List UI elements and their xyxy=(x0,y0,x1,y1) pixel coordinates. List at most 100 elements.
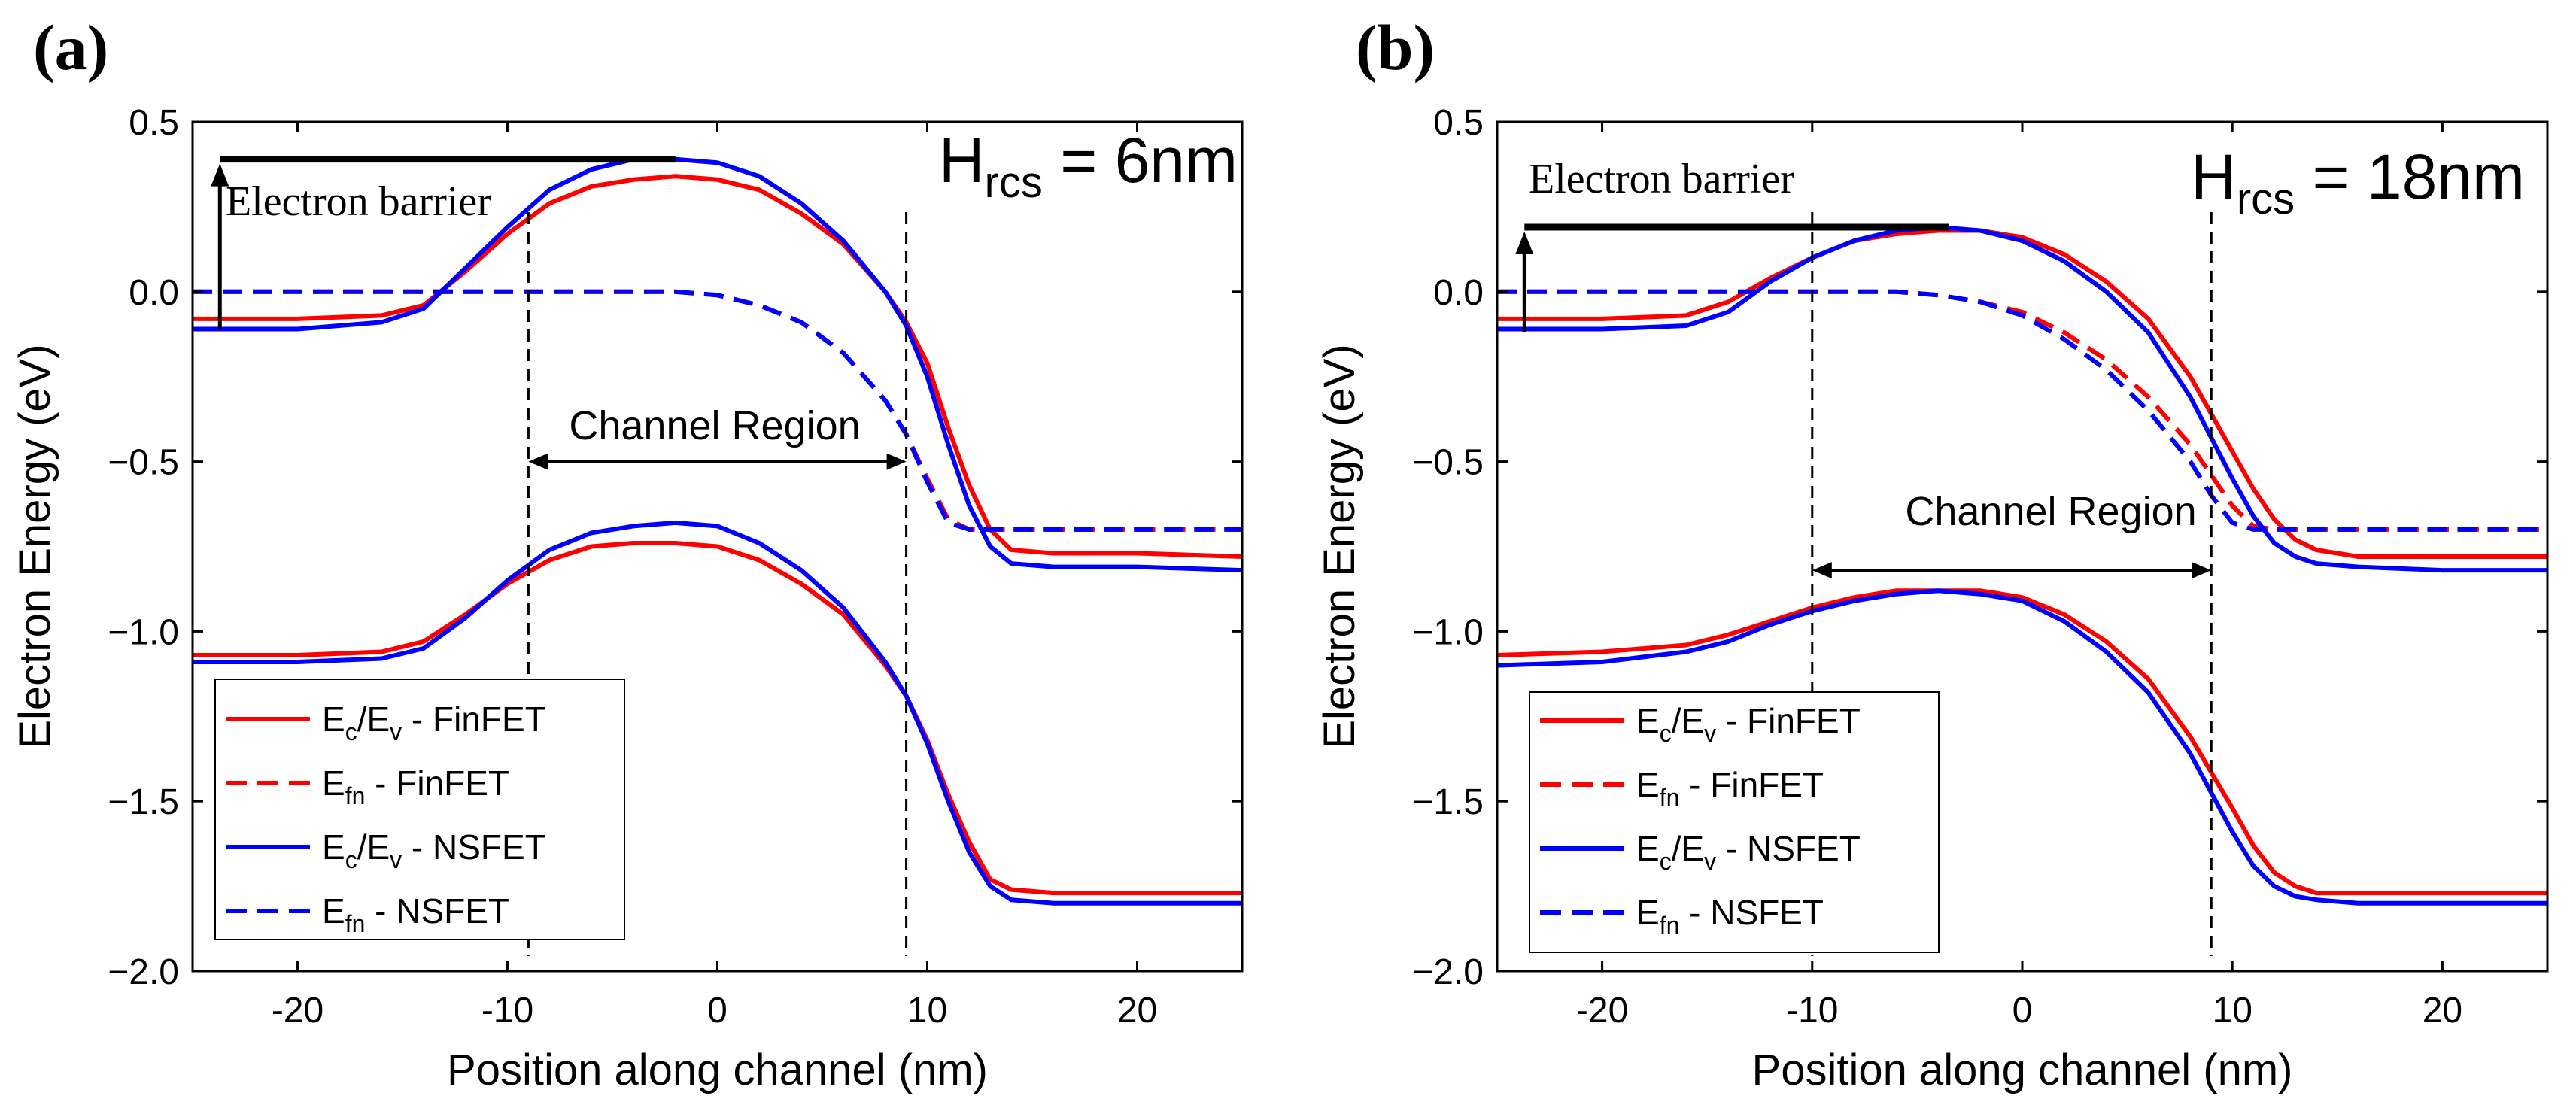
y-axis-title: Electron Energy (eV) xyxy=(11,344,59,748)
legend-box xyxy=(1529,691,1940,953)
y-tick-label: 0.0 xyxy=(129,273,179,313)
legend-entry: Efn - FinFET xyxy=(1636,765,1824,811)
x-tick-label: -20 xyxy=(1576,991,1628,1031)
legend-main: E xyxy=(322,700,345,739)
y-axis-title: Electron Energy (eV) xyxy=(1315,344,1364,748)
legend-sub: fn xyxy=(345,782,366,809)
electron-barrier-arrowhead xyxy=(1515,231,1534,254)
legend-entry: Ec/Ev - NSFET xyxy=(1636,829,1861,875)
y-tick-label: −0.5 xyxy=(108,443,179,483)
legend-rest: - FinFET xyxy=(365,764,509,803)
legend-mid: /E xyxy=(357,827,390,867)
legend-rest: - NSFET xyxy=(402,827,546,867)
legend-rest: - FinFET xyxy=(402,700,546,739)
chart-panel-1: (a) Channel Region Electron barrier Hrcs = … xyxy=(11,11,1244,1094)
channel-region-label: Channel Region xyxy=(569,403,860,448)
series-line-ev-finfet xyxy=(1497,588,2547,896)
x-tick-label: 20 xyxy=(2423,991,2462,1031)
x-tick-label: 0 xyxy=(2012,991,2033,1031)
channel-region-arrowhead-left xyxy=(528,453,548,470)
legend-box xyxy=(214,679,625,940)
x-tick-label: -10 xyxy=(1786,991,1838,1031)
panel-label: (a) xyxy=(33,11,108,83)
series-line-ec-finfet xyxy=(1497,228,2547,559)
hrcs-rest: = 6nm xyxy=(1043,125,1238,196)
y-tick-label: −1.0 xyxy=(108,612,179,652)
y-tick-label: −0.5 xyxy=(1412,443,1484,483)
legend-sub: v xyxy=(1704,848,1716,875)
channel-region-arrowhead-left xyxy=(1812,562,1832,579)
electron-barrier-label: Electron barrier xyxy=(226,178,491,225)
x-tick-label: -20 xyxy=(272,991,324,1031)
legend-sub: c xyxy=(345,846,357,873)
y-tick-label: 0.5 xyxy=(129,103,179,143)
hrcs-main: H xyxy=(939,125,985,196)
x-tick-label: 10 xyxy=(2213,991,2252,1031)
legend-sub: v xyxy=(390,846,402,873)
series-line-ev-finfet xyxy=(193,541,1242,896)
legend-rest: - FinFET xyxy=(1716,701,1861,740)
y-tick-label: −1.5 xyxy=(108,782,179,822)
panel-label: (b) xyxy=(1356,11,1435,83)
legend-sub: v xyxy=(1704,720,1716,747)
hrcs-main: H xyxy=(2191,141,2237,212)
hrcs-subscript: rcs xyxy=(985,158,1043,207)
x-axis-title: Position along channel (nm) xyxy=(447,1046,988,1094)
legend-rest: - NSFET xyxy=(1716,829,1861,868)
legend-sub: c xyxy=(1660,848,1672,875)
hrcs-annotation: Hrcs = 6nm xyxy=(939,125,1238,207)
y-tick-label: −2.0 xyxy=(108,952,179,992)
legend-mid: /E xyxy=(1672,701,1704,740)
y-tick-label: −2.0 xyxy=(1412,952,1484,992)
legend-entry: Ec/Ev - FinFET xyxy=(322,700,546,745)
x-tick-label: 0 xyxy=(707,991,728,1031)
hrcs-subscript: rcs xyxy=(2237,175,2295,223)
legend-rest: - NSFET xyxy=(1679,893,1824,932)
series-line-ev-nsfet xyxy=(1497,588,2547,906)
y-tick-label: −1.5 xyxy=(1412,782,1484,822)
series-line-ev-nsfet xyxy=(193,520,1242,906)
channel-region-arrowhead-right xyxy=(886,453,907,470)
channel-region-arrowhead-right xyxy=(2192,562,2212,579)
data-series-group xyxy=(193,156,1242,906)
hrcs-annotation: Hrcs = 18nm xyxy=(2191,141,2525,223)
legend-sub: c xyxy=(1660,720,1672,747)
chart-panel-2: (b) Channel Region Electron barrier Hrcs = … xyxy=(1315,11,2549,1094)
legend-sub: fn xyxy=(345,910,366,937)
electron-barrier-arrowhead xyxy=(211,163,229,187)
legend-rest: - FinFET xyxy=(1679,765,1824,804)
x-tick-label: 10 xyxy=(907,991,947,1031)
legend-mid: /E xyxy=(1672,829,1704,868)
channel-region-label: Channel Region xyxy=(1905,489,2196,534)
legend-sub: v xyxy=(390,718,402,745)
y-tick-label: 0.5 xyxy=(1433,103,1484,143)
legend-entry: Efn - NSFET xyxy=(322,891,509,937)
data-series-group xyxy=(1497,225,2547,906)
electron-barrier-label: Electron barrier xyxy=(1529,156,1794,202)
legend-main: E xyxy=(1636,829,1660,868)
legend-entry: Ec/Ev - FinFET xyxy=(1636,701,1861,747)
legend-mid: /E xyxy=(357,700,390,739)
legend-main: E xyxy=(1636,701,1660,740)
hrcs-rest: = 18nm xyxy=(2295,141,2525,212)
legend-main: E xyxy=(1636,893,1660,932)
legend-sub: fn xyxy=(1660,784,1680,811)
legend-entry: Efn - FinFET xyxy=(322,764,509,809)
legend-sub: c xyxy=(345,718,357,745)
x-axis-title: Position along channel (nm) xyxy=(1752,1046,2293,1094)
legend-main: E xyxy=(322,891,345,931)
series-line-ec-nsfet xyxy=(193,156,1242,573)
legend-sub: fn xyxy=(1660,912,1680,939)
legend-main: E xyxy=(322,827,345,867)
series-line-efn-nsfet xyxy=(1497,289,2547,532)
legend-main: E xyxy=(322,764,345,803)
y-tick-label: −1.0 xyxy=(1412,612,1484,652)
x-tick-label: 20 xyxy=(1117,991,1157,1031)
x-tick-label: -10 xyxy=(481,991,533,1031)
series-line-efn-nsfet xyxy=(193,289,1242,532)
legend-entry: Ec/Ev - NSFET xyxy=(322,827,546,873)
legend-main: E xyxy=(1636,765,1660,804)
